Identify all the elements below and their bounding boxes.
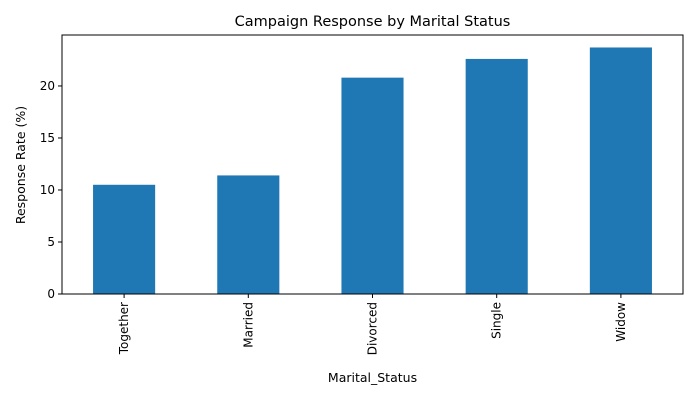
bar-widow <box>589 47 652 294</box>
x-tick-label: Single <box>490 302 504 339</box>
x-tick-label: Together <box>117 302 131 355</box>
bar-married <box>217 175 280 294</box>
y-tick-label: 15 <box>40 131 55 145</box>
plot-area <box>61 34 684 295</box>
y-axis: 0 5 10 15 20 <box>40 79 62 301</box>
y-axis-label: Response Rate (%) <box>13 106 28 224</box>
x-tick-label: Divorced <box>366 302 380 355</box>
bar-single <box>465 58 528 295</box>
bar-divorced <box>341 77 404 295</box>
y-tick-label: 20 <box>40 79 55 93</box>
x-axis-label: Marital_Status <box>328 370 417 385</box>
y-tick-label: 0 <box>47 287 55 301</box>
x-tick-label: Married <box>241 302 255 348</box>
chart-title: Campaign Response by Marital Status <box>235 14 511 30</box>
y-tick-label: 10 <box>40 183 55 197</box>
y-tick-label: 5 <box>47 235 55 249</box>
x-axis: Together Married Divorced Single Widow <box>117 294 628 355</box>
x-tick-label: Widow <box>614 302 628 342</box>
bar-together <box>93 184 156 294</box>
